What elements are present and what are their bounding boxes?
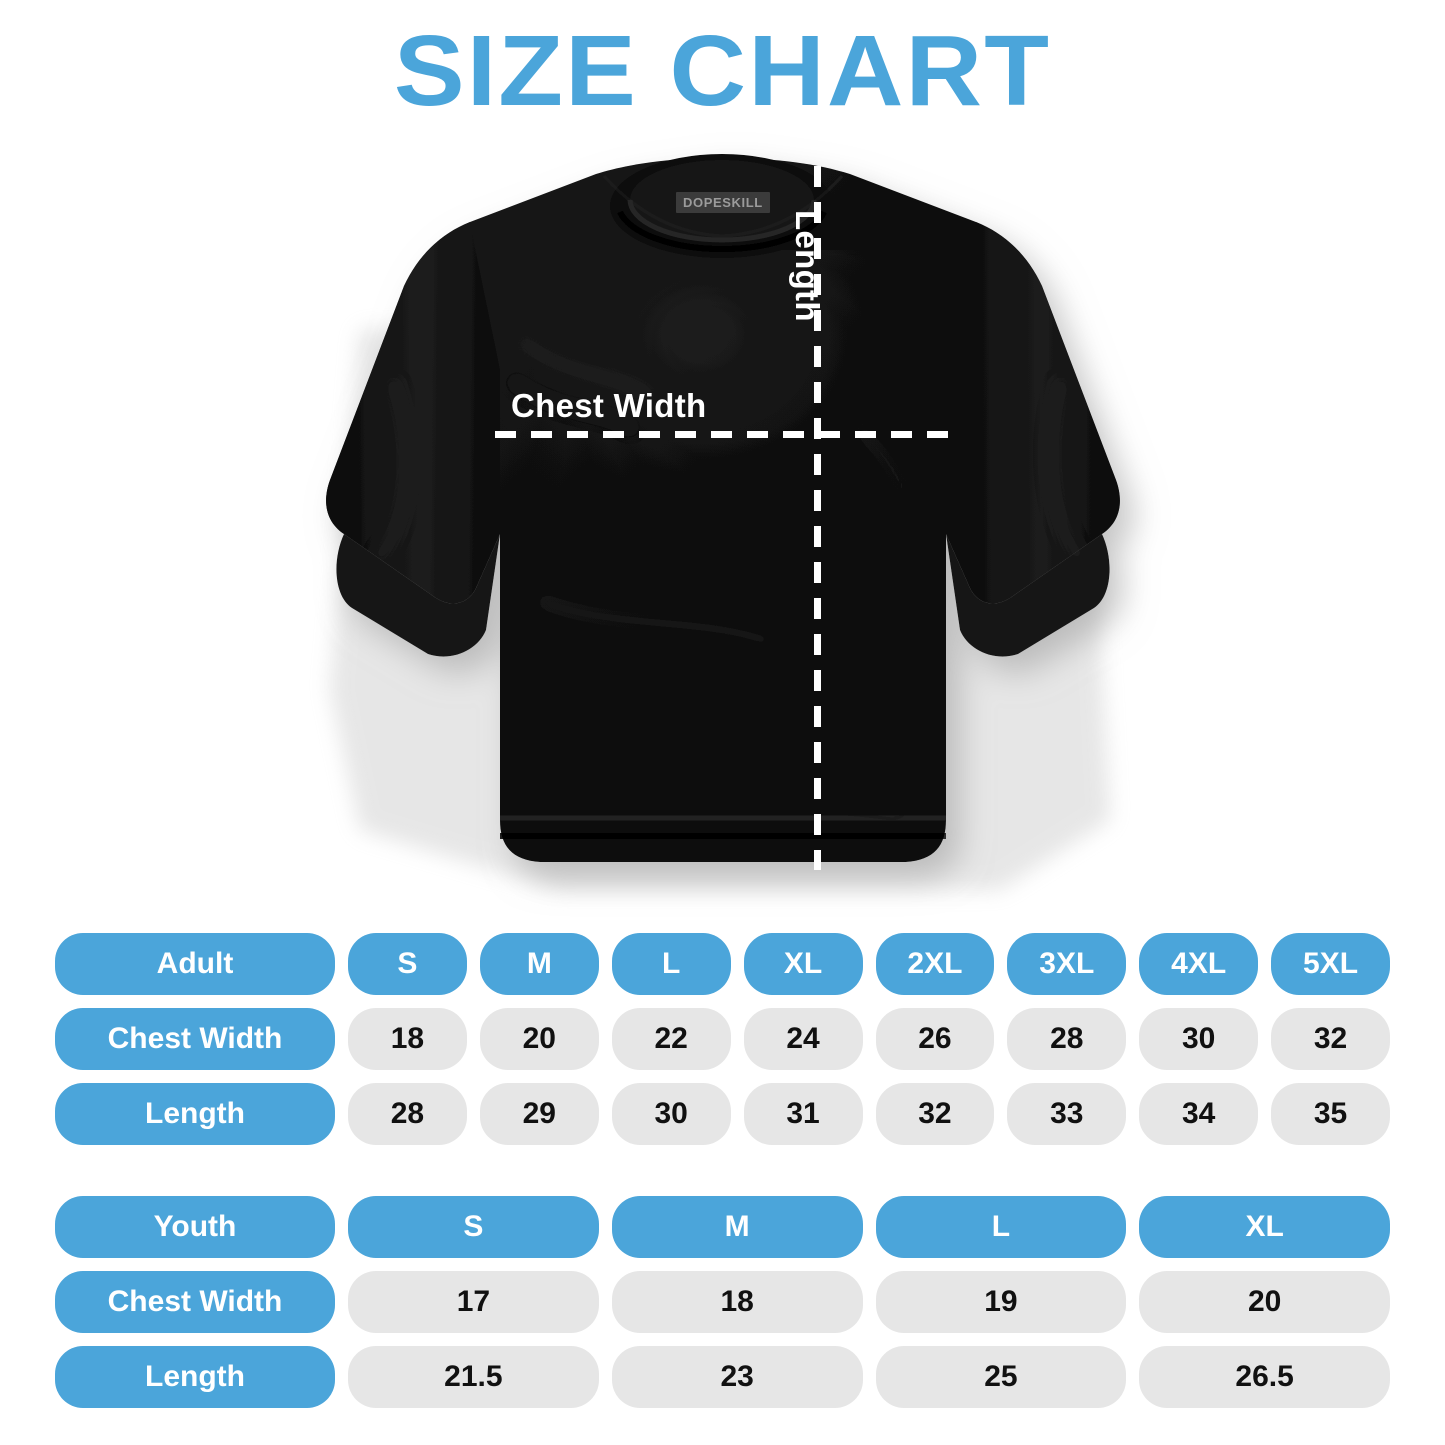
youth-length-row: Length 21.5 23 25 26.5 bbox=[55, 1346, 1390, 1408]
adult-chest-width-3XL: 28 bbox=[1007, 1008, 1127, 1070]
adult-length-XL: 31 bbox=[743, 1083, 863, 1145]
right-cuff bbox=[946, 534, 1110, 657]
page-title: SIZE CHART bbox=[393, 15, 1052, 127]
adult-length-M: 29 bbox=[479, 1083, 599, 1145]
youth-chest-width-M: 18 bbox=[611, 1271, 863, 1333]
youth-chest-width-XL: 20 bbox=[1139, 1271, 1390, 1333]
youth-chest-width-S: 17 bbox=[348, 1271, 599, 1333]
youth-length-S: 21.5 bbox=[348, 1346, 599, 1408]
adult-chest-width-XL: 24 bbox=[743, 1008, 863, 1070]
adult-size-table: Adult S M L XL 2XL 3XL 4XL 5XL Chest Wid… bbox=[55, 933, 1390, 1145]
youth-length-label: Length bbox=[55, 1346, 335, 1408]
youth-chest-width-L: 19 bbox=[875, 1271, 1127, 1333]
adult-length-2XL: 32 bbox=[875, 1083, 995, 1145]
adult-size-S[interactable]: S bbox=[348, 933, 467, 995]
adult-chest-width-M: 20 bbox=[479, 1008, 599, 1070]
adult-length-4XL: 34 bbox=[1139, 1083, 1259, 1145]
adult-size-XL[interactable]: XL bbox=[743, 933, 863, 995]
adult-chest-width-2XL: 26 bbox=[875, 1008, 995, 1070]
adult-chest-width-L: 22 bbox=[611, 1008, 731, 1070]
adult-length-S: 28 bbox=[348, 1083, 467, 1145]
youth-group-label: Youth bbox=[55, 1196, 335, 1258]
adult-chest-width-4XL: 30 bbox=[1139, 1008, 1259, 1070]
adult-chest-width-S: 18 bbox=[348, 1008, 467, 1070]
adult-size-2XL[interactable]: 2XL bbox=[875, 933, 995, 995]
adult-size-3XL[interactable]: 3XL bbox=[1007, 933, 1127, 995]
youth-size-L[interactable]: L bbox=[875, 1196, 1127, 1258]
youth-size-M[interactable]: M bbox=[611, 1196, 863, 1258]
adult-size-M[interactable]: M bbox=[479, 933, 599, 995]
adult-size-4XL[interactable]: 4XL bbox=[1139, 933, 1259, 995]
chest-width-label: Chest Width bbox=[511, 387, 707, 424]
youth-header-row: Youth S M L XL bbox=[55, 1196, 1390, 1258]
adult-length-row: Length 28 29 30 31 32 33 34 35 bbox=[55, 1083, 1390, 1145]
adult-length-3XL: 33 bbox=[1007, 1083, 1127, 1145]
adult-chest-width-label: Chest Width bbox=[55, 1008, 335, 1070]
youth-length-M: 23 bbox=[611, 1346, 863, 1408]
adult-header-row: Adult S M L XL 2XL 3XL 4XL 5XL bbox=[55, 933, 1390, 995]
garment-illustration: DOPESKILL Chest Width Length bbox=[0, 130, 1445, 920]
left-cuff bbox=[336, 534, 500, 657]
length-label: Length bbox=[789, 210, 826, 322]
fabric-wrinkles bbox=[371, 334, 1087, 813]
shirt-body bbox=[326, 154, 1120, 862]
long-sleeve-shirt-graphic bbox=[326, 154, 1120, 890]
adult-size-L[interactable]: L bbox=[611, 933, 731, 995]
adult-group-label: Adult bbox=[55, 933, 335, 995]
youth-size-XL[interactable]: XL bbox=[1139, 1196, 1390, 1258]
youth-chest-width-row: Chest Width 17 18 19 20 bbox=[55, 1271, 1390, 1333]
adult-size-5XL[interactable]: 5XL bbox=[1271, 933, 1390, 995]
youth-size-S[interactable]: S bbox=[348, 1196, 599, 1258]
adult-length-5XL: 35 bbox=[1271, 1083, 1390, 1145]
adult-chest-width-5XL: 32 bbox=[1271, 1008, 1390, 1070]
youth-length-L: 25 bbox=[875, 1346, 1127, 1408]
youth-size-table: Youth S M L XL Chest Width 17 18 19 20 L… bbox=[55, 1196, 1390, 1408]
chest-width-dashed-line bbox=[495, 431, 953, 438]
youth-length-XL: 26.5 bbox=[1139, 1346, 1390, 1408]
length-dashed-line bbox=[814, 166, 821, 870]
neck-label-tag: DOPESKILL bbox=[676, 192, 770, 213]
adult-length-label: Length bbox=[55, 1083, 335, 1145]
youth-chest-width-label: Chest Width bbox=[55, 1271, 335, 1333]
adult-chest-width-row: Chest Width 18 20 22 24 26 28 30 32 bbox=[55, 1008, 1390, 1070]
adult-length-L: 30 bbox=[611, 1083, 731, 1145]
